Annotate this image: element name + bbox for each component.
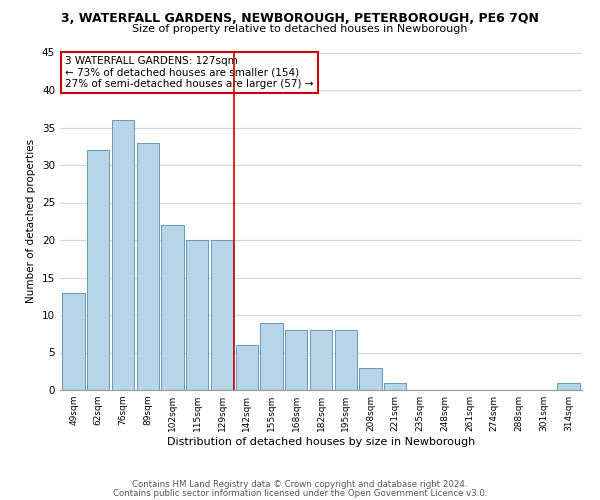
Text: Size of property relative to detached houses in Newborough: Size of property relative to detached ho… <box>132 24 468 34</box>
Bar <box>137 142 159 390</box>
Bar <box>87 150 109 390</box>
Bar <box>186 240 208 390</box>
Bar <box>211 240 233 390</box>
Bar <box>335 330 357 390</box>
Bar <box>384 382 406 390</box>
Bar <box>285 330 307 390</box>
Bar <box>359 368 382 390</box>
Bar <box>161 225 184 390</box>
Bar <box>260 322 283 390</box>
Text: 3 WATERFALL GARDENS: 127sqm
← 73% of detached houses are smaller (154)
27% of se: 3 WATERFALL GARDENS: 127sqm ← 73% of det… <box>65 56 314 89</box>
Y-axis label: Number of detached properties: Number of detached properties <box>26 139 37 304</box>
Text: Contains HM Land Registry data © Crown copyright and database right 2024.: Contains HM Land Registry data © Crown c… <box>132 480 468 489</box>
Bar <box>62 292 85 390</box>
Bar <box>236 345 258 390</box>
Text: 3, WATERFALL GARDENS, NEWBOROUGH, PETERBOROUGH, PE6 7QN: 3, WATERFALL GARDENS, NEWBOROUGH, PETERB… <box>61 12 539 26</box>
X-axis label: Distribution of detached houses by size in Newborough: Distribution of detached houses by size … <box>167 437 475 447</box>
Text: Contains public sector information licensed under the Open Government Licence v3: Contains public sector information licen… <box>113 489 487 498</box>
Bar <box>112 120 134 390</box>
Bar <box>557 382 580 390</box>
Bar <box>310 330 332 390</box>
